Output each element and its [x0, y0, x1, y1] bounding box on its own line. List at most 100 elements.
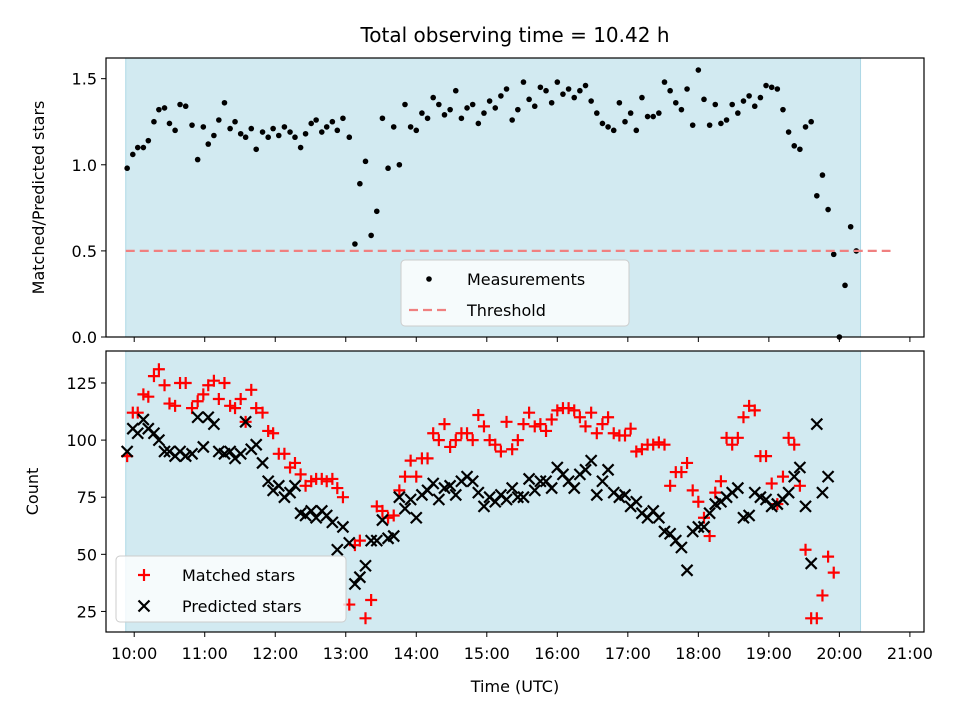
- bottom-panel: 25 50 75 100 125 10:00 11:00 12:00 13:00 14:00 15:…: [23, 350, 933, 696]
- matched-star-point: [398, 470, 411, 483]
- matched-star-point: [421, 452, 434, 465]
- top-panel: 0.0 0.5 1.0 1.5 Matched/Predicted stars Measu…: [29, 57, 925, 347]
- matched-star-point: [444, 440, 457, 453]
- y-tick-label: 125: [66, 374, 97, 393]
- matched-star-point: [731, 431, 744, 444]
- measurement-point: [588, 98, 594, 104]
- measurement-point: [622, 118, 628, 125]
- matched-star-point: [461, 427, 474, 440]
- matched-star-point: [686, 484, 699, 497]
- measurement-point: [509, 117, 515, 123]
- matched-star-point: [404, 454, 417, 467]
- measurement-point: [689, 122, 696, 128]
- measurement-point: [134, 144, 141, 151]
- y-tick-label: 0.0: [72, 328, 97, 347]
- measurement-point: [825, 206, 831, 213]
- matched-star-point: [624, 422, 637, 435]
- measurement-point: [526, 96, 532, 103]
- matched-star-point: [326, 472, 339, 485]
- measurement-point: [346, 134, 353, 141]
- predicted-star-point: [816, 486, 829, 499]
- y-tick-label: 50: [77, 545, 97, 564]
- matched-star-point: [278, 447, 291, 460]
- measurement-point: [723, 117, 730, 123]
- x-tick-label: 20:00: [816, 644, 862, 663]
- y-tick-label: 25: [77, 602, 97, 621]
- predicted-star-point: [472, 486, 485, 499]
- measurement-point: [323, 124, 330, 130]
- measurement-point: [847, 223, 854, 230]
- measurement-point: [161, 105, 168, 111]
- measurement-point: [729, 101, 735, 108]
- matched-star-point: [590, 427, 603, 440]
- measurement-point: [385, 165, 391, 172]
- predicted-star-point: [426, 477, 440, 490]
- measurement-point: [667, 87, 673, 94]
- matched-star-point: [477, 420, 490, 433]
- measurement-point: [599, 120, 606, 127]
- matched-star-point: [602, 411, 615, 424]
- measurement-point: [313, 117, 319, 123]
- measurement-point: [515, 106, 521, 113]
- matched-star-point: [365, 594, 378, 607]
- y-axis-label: Count: [23, 468, 42, 516]
- predicted-star-point: [336, 520, 350, 534]
- predicted-star-point: [652, 511, 666, 525]
- measurement-point: [275, 132, 282, 139]
- predicted-star-point: [810, 417, 824, 431]
- predicted-star-point: [348, 577, 362, 591]
- predicted-star-point: [477, 500, 491, 513]
- measurement-point: [610, 127, 617, 134]
- predicted-star-point: [579, 463, 592, 477]
- measurement-point: [297, 144, 304, 151]
- measurement-point: [232, 118, 238, 125]
- measurement-point: [740, 98, 747, 104]
- matched-star-point: [652, 436, 665, 449]
- matched-star-point: [353, 534, 366, 547]
- measurement-point: [368, 232, 374, 239]
- measurement-point: [145, 137, 152, 144]
- measurement-point: [166, 120, 173, 127]
- predicted-star-point: [197, 440, 210, 454]
- predicted-star-point: [404, 493, 417, 506]
- measurement-point: [424, 115, 431, 122]
- matched-star-point: [562, 402, 575, 415]
- measurement-point: [436, 101, 442, 108]
- matched-star-point: [163, 397, 176, 410]
- measurement-point: [362, 158, 369, 165]
- measurement-point: [548, 99, 555, 106]
- measurement-point: [318, 129, 325, 135]
- matched-star-point: [245, 383, 258, 396]
- x-tick-label: 13:00: [323, 644, 369, 663]
- measurement-point: [211, 132, 217, 139]
- predicted-star-point: [158, 445, 171, 458]
- matched-star-point: [573, 411, 586, 424]
- matched-star-point: [517, 418, 530, 431]
- measurement-point: [452, 87, 459, 94]
- predicted-star-point: [522, 472, 536, 486]
- matched-star-point: [748, 404, 761, 417]
- measurement-point: [253, 146, 260, 153]
- matched-star-point: [212, 392, 225, 405]
- matched-star-point: [799, 543, 812, 556]
- predicted-star-point: [409, 511, 423, 525]
- measurement-point: [537, 84, 544, 91]
- matched-star-point: [207, 374, 220, 387]
- legend-label: Predicted stars: [182, 597, 302, 616]
- axes-frame: [105, 57, 925, 338]
- matched-star-point: [229, 402, 242, 415]
- measurement-point: [340, 115, 346, 122]
- matched-star-point: [197, 388, 210, 401]
- predicted-star-point: [680, 564, 694, 577]
- measurement-point: [194, 156, 201, 163]
- predicted-star-point: [804, 557, 818, 570]
- matched-star-point: [320, 475, 333, 488]
- predicted-star-point: [443, 479, 457, 493]
- matched-star-point: [331, 482, 344, 495]
- measurement-point: [177, 101, 183, 108]
- matched-star-point: [545, 413, 558, 426]
- predicted-star-point: [432, 493, 446, 506]
- measurement-point: [644, 113, 651, 120]
- predicted-star-point: [120, 445, 134, 458]
